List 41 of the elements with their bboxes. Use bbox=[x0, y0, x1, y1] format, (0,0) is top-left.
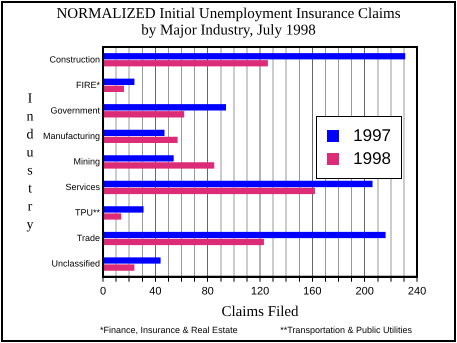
bar bbox=[104, 78, 134, 85]
x-tick-label: 160 bbox=[303, 285, 322, 298]
y-tick-label: Unclassified bbox=[52, 258, 100, 269]
bar bbox=[104, 130, 165, 136]
x-tick-label: 0 bbox=[100, 285, 106, 298]
bar bbox=[104, 206, 144, 213]
y-tick-label: Construction bbox=[50, 54, 100, 64]
x-tick-label: 80 bbox=[202, 285, 214, 298]
bar bbox=[104, 238, 264, 246]
bar bbox=[104, 104, 226, 110]
bar bbox=[104, 53, 406, 60]
x-tick-label: 120 bbox=[250, 285, 270, 298]
y-tick-label: Mining bbox=[74, 156, 100, 166]
y-tick-label: Manufacturing bbox=[42, 130, 100, 141]
x-axis-title: Claims Filed bbox=[221, 304, 300, 320]
bar bbox=[104, 264, 134, 271]
bar bbox=[104, 188, 315, 194]
legend-label: 1998 bbox=[353, 148, 391, 169]
bar bbox=[104, 257, 161, 264]
bar bbox=[104, 60, 268, 66]
y-tick-label: Government bbox=[50, 105, 101, 116]
bar bbox=[104, 162, 214, 169]
bar bbox=[104, 86, 124, 92]
x-tick-label: 240 bbox=[408, 285, 426, 298]
y-tick-label: TPU** bbox=[75, 207, 101, 218]
bar bbox=[104, 155, 174, 162]
bar bbox=[104, 213, 122, 220]
x-tick-label: 40 bbox=[149, 285, 162, 298]
y-axis-title: Industry bbox=[26, 92, 34, 233]
chart-title: NORMALIZED Initial Unemployment Insurance Claims by Major Industry, July 1998 bbox=[56, 6, 401, 39]
x-tick-label: 200 bbox=[355, 285, 374, 298]
y-tick-label: Services bbox=[66, 182, 101, 192]
bar bbox=[104, 232, 386, 238]
text: **Transportation & Public Utilities bbox=[280, 325, 412, 335]
bar bbox=[104, 180, 373, 188]
bar bbox=[104, 136, 178, 144]
bar bbox=[104, 111, 184, 118]
text: *Finance, Insurance & Real Estate bbox=[100, 325, 238, 335]
y-tick-label: FIRE* bbox=[76, 80, 101, 90]
legend-label: 1997 bbox=[353, 126, 391, 146]
y-tick-label: Trade bbox=[76, 232, 100, 243]
